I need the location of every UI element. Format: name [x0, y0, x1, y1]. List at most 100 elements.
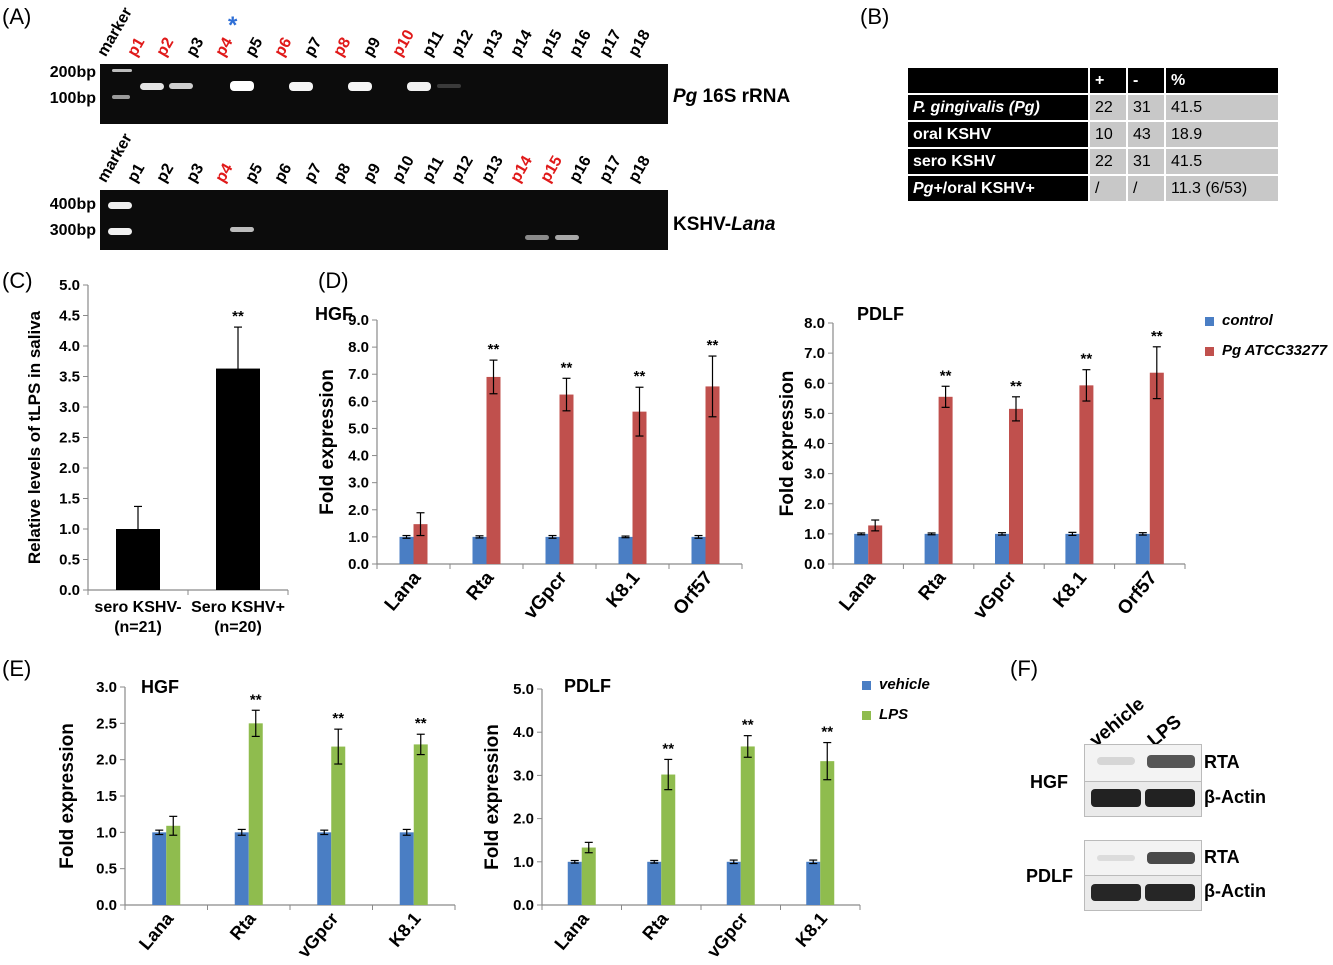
wb-group-pdlf: PDLF [1026, 866, 1073, 886]
x-tick-label: Orf57 [669, 568, 717, 620]
star-annotation: * [228, 12, 238, 39]
bar [820, 761, 835, 905]
y-tick-label: 4.5 [59, 308, 80, 325]
gel-bottom-lane-label: p16 [566, 153, 595, 186]
table-header-cell: % [1166, 68, 1278, 93]
y-tick-label: 2.0 [348, 502, 369, 519]
bar [317, 832, 332, 905]
pcr-band [348, 81, 372, 91]
y-tick-label: 5.0 [59, 277, 80, 294]
y-tick-label: 2.0 [804, 496, 825, 513]
table-cell: 41.5 [1166, 95, 1278, 120]
marker-band [108, 202, 132, 209]
y-tick-label: 6.0 [348, 393, 369, 410]
x-tick-label: Rta [638, 908, 673, 944]
bar [559, 394, 574, 564]
y-tick-label: 0.5 [96, 861, 117, 878]
gel-top-lane-label: p9 [359, 34, 384, 60]
chart-d-pdlf: 0.0 1.0 2.0 3.0 4.0 5.0 6.0 7.0 8.0 Fold expressi… [777, 304, 1186, 623]
gel-top-lane-label: p2 [153, 34, 178, 60]
bar [248, 723, 263, 905]
gel-bottom-lane-label: p17 [595, 153, 625, 186]
pcr-band [436, 84, 461, 88]
gel-top-lane-label: p3 [182, 34, 207, 60]
gel-bottom-lane-label: p6 [271, 160, 296, 186]
table-row: oral KSHV 10 43 18.9 [908, 122, 1278, 147]
y-tick-label: 0.0 [348, 556, 369, 573]
legend-item: Pg ATCC33277 [1205, 342, 1327, 359]
table-header-cell: + [1090, 68, 1126, 93]
y-tick-label: 2.0 [513, 811, 534, 828]
bar [647, 861, 662, 905]
bar [705, 386, 720, 564]
x-tick-label: Lana [835, 567, 880, 615]
table-row-label: Pg+/oral KSHV+ [908, 176, 1088, 201]
significance-label: ** [707, 337, 719, 354]
table-row: Pg+/oral KSHV+ / / 11.3 (6/53) [908, 176, 1278, 201]
legend-swatch [862, 680, 871, 690]
table-cell: 22 [1090, 149, 1126, 174]
gel-bottom-lane-label: p13 [477, 153, 507, 186]
gel-bottom-lane-label: p12 [448, 153, 477, 186]
legend-swatch [1205, 346, 1214, 356]
legend-item: LPS [862, 706, 908, 723]
x-tick-label: Lana [135, 908, 178, 954]
y-tick-label: 8.0 [804, 315, 825, 332]
gel-bottom-lane-label: p14 [507, 153, 536, 186]
gel-top-lane-label: p10 [389, 27, 418, 60]
bar [1135, 533, 1150, 564]
legend-item: control [1205, 312, 1273, 329]
bar [399, 832, 414, 905]
chart-title: PDLF [857, 304, 904, 324]
legend-swatch [1205, 316, 1214, 326]
bar [806, 861, 821, 905]
legend-swatch [862, 710, 871, 720]
gel-bottom-lane-label: p9 [359, 160, 384, 186]
bar [413, 744, 428, 905]
chart-title: HGF [315, 304, 353, 324]
gel-bottom-lane-label: p18 [625, 153, 654, 186]
y-tick-label: 1.0 [96, 824, 117, 841]
bar [581, 847, 596, 905]
wb-band-rta-1: RTA [1204, 752, 1240, 772]
y-tick-label: 3.0 [804, 466, 825, 483]
y-axis-label: Relative levels of tLPS in saliva [25, 310, 44, 564]
bar [1149, 372, 1164, 564]
chart-d-hgf: 0.0 1.0 2.0 3.0 4.0 5.0 6.0 7.0 8.0 9.0 Fold expre… [315, 304, 743, 623]
bar [632, 411, 647, 564]
wb-band-rta-2: RTA [1204, 847, 1240, 867]
table-cell: 22 [1090, 95, 1126, 120]
y-tick-label: 1.0 [513, 854, 534, 871]
bar [618, 536, 633, 564]
panel-label-f: (F) [1010, 656, 1039, 681]
panel-label-b: (B) [860, 4, 890, 29]
table-cell: 10 [1090, 122, 1126, 147]
y-tick-label: 4.0 [804, 436, 825, 453]
y-tick-label: 8.0 [348, 339, 369, 356]
significance-label: ** [250, 691, 262, 708]
legend-label: control [1222, 312, 1273, 329]
x-tick-label: Rta [463, 567, 499, 604]
bar [413, 524, 428, 564]
y-tick-label: 4.0 [348, 448, 369, 465]
bar [166, 825, 181, 905]
gel-bottom-lane-label: p5 [241, 160, 266, 186]
significance-label: ** [821, 724, 833, 741]
y-tick-label: 4.0 [513, 724, 534, 741]
gel-top-lane-label: p12 [448, 27, 477, 60]
y-tick-label: 7.0 [348, 366, 369, 383]
x-tick-label: vGpcr [520, 567, 572, 623]
gel-top-lane-label: p18 [625, 27, 654, 60]
y-tick-label: 1.0 [348, 529, 369, 546]
y-tick-label: 3.0 [96, 679, 117, 696]
bar [152, 832, 167, 905]
gel-name-16s: Pg 16S rRNA [673, 86, 791, 107]
y-tick-label: 5.0 [513, 681, 534, 698]
gel-top-lane-label: p6 [271, 34, 296, 60]
table-cell: 18.9 [1166, 122, 1278, 147]
pcr-band [139, 82, 164, 90]
marker-band [108, 228, 132, 235]
y-tick-label: 2.0 [96, 752, 117, 769]
table-header-cell: - [1128, 68, 1164, 93]
significance-label: ** [662, 740, 674, 757]
